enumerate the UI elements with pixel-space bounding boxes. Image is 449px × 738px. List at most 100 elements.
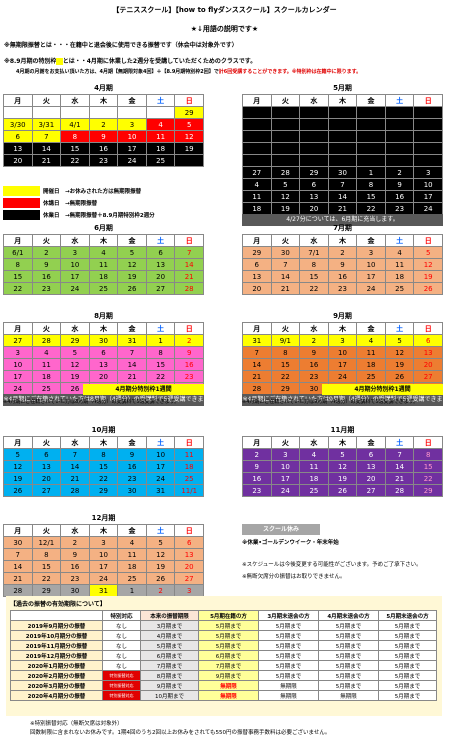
day-cell: 7 [3, 548, 33, 561]
day-cell: 27 [145, 282, 176, 295]
day-cell: 6 [356, 448, 386, 461]
weekday-header: 月 [242, 94, 272, 107]
day-cell: 5 [270, 178, 301, 191]
weekday-header: 火 [270, 94, 301, 107]
day-cell: 31 [145, 484, 176, 497]
day-cell: 19 [117, 270, 147, 283]
day-cell: 6 [242, 258, 272, 271]
day-cell: 6 [413, 334, 443, 347]
day-cell: 7 [31, 130, 62, 143]
day-cell: 2 [299, 334, 329, 347]
day-cell: 8 [3, 258, 33, 271]
day-cell: 16 [299, 358, 329, 371]
day-cell: 7 [60, 448, 90, 461]
table-cell: 5月期まで [378, 690, 437, 701]
day-cell: 30 [60, 584, 90, 597]
day-cell: 3 [327, 334, 358, 347]
day-cell [413, 154, 443, 167]
day-cell: 14 [31, 142, 62, 155]
weekday-header: 水 [60, 94, 90, 107]
table-cell: なし [102, 620, 141, 631]
day-cell: 9 [60, 548, 90, 561]
day-cell: 10 [356, 258, 386, 271]
day-cell: 27 [174, 572, 204, 585]
day-cell: 21 [117, 370, 147, 383]
table-cell: 2020年3月期分の振替 [10, 680, 103, 691]
weekday-header: 水 [60, 524, 90, 537]
table-cell: 5月期まで [318, 670, 379, 681]
table-cell: 5月期まで [318, 640, 379, 651]
day-cell: 16 [60, 560, 90, 573]
schedule-note: ※スケジュールは今後変更する可能性がございます。予めご了承下さい。 [242, 562, 422, 568]
day-cell: 8 [60, 130, 90, 143]
weekday-header: 土 [384, 322, 415, 335]
day-cell: 20 [31, 472, 62, 485]
expiry-title: 【過去の振替の有効期限について】 [10, 601, 106, 608]
day-cell: 14 [270, 270, 301, 283]
day-cell: 20 [356, 472, 386, 485]
day-cell [88, 106, 119, 119]
weekday-header: 土 [145, 322, 176, 335]
table-cell: 10月期まで [140, 690, 199, 701]
calendar-december: 12月期月火水木金土日 30 12/1 2 3 4 5 6 7 8 9 10 11 12 13 14 15 16 1… [3, 512, 204, 597]
table-header: 5月期在籍の方 [198, 610, 259, 621]
day-cell [270, 118, 301, 131]
day-cell: 18 [145, 142, 176, 155]
day-cell: 15 [299, 270, 329, 283]
weekday-header: 月 [3, 94, 33, 107]
calendar-may: 5月期月火水木金土日 27 28 29 30 1 2 3 4 5 6 7 8 9 10 11 12 13 14 15 1… [242, 82, 443, 226]
day-cell: 31 [117, 334, 147, 347]
may-note: 4/27分については、6月期に充当します。 [242, 214, 443, 226]
may-note: ※4月期にご在籍されていた方は9月期（4週分）の受講料で5週受講できます。 [242, 394, 443, 415]
day-cell: 28 [3, 584, 33, 597]
day-cell: 19 [3, 472, 33, 485]
weekday-header: 木 [327, 322, 358, 335]
day-cell: 25 [356, 370, 386, 383]
weekday-header: 日 [413, 436, 443, 449]
yellow-marker [56, 58, 63, 65]
day-cell: 10 [117, 130, 147, 143]
day-cell: 10 [3, 358, 33, 371]
day-cell: 16 [31, 270, 62, 283]
day-cell: 6 [31, 448, 62, 461]
weekday-header: 金 [356, 94, 386, 107]
table-cell: 5月期まで [318, 620, 379, 631]
day-cell [384, 154, 415, 167]
day-cell: 13 [3, 142, 33, 155]
day-cell: 18 [31, 370, 62, 383]
day-cell: 14 [242, 358, 272, 371]
day-cell: 24 [327, 370, 358, 383]
calendar-title: 9月期 [333, 312, 352, 320]
weekday-header: 月 [3, 234, 33, 247]
day-cell: 21 [270, 282, 301, 295]
table-cell: 5月期まで [140, 640, 199, 651]
day-cell: 4 [242, 178, 272, 191]
day-cell: 30 [3, 536, 33, 549]
day-cell: 16 [242, 472, 272, 485]
weekday-header: 木 [88, 524, 119, 537]
day-cell: 26 [145, 572, 176, 585]
weekday-header: 水 [299, 322, 329, 335]
day-cell: 9 [31, 258, 62, 271]
table-cell: 2020年1月期分の振替 [10, 660, 103, 671]
day-cell: 15 [3, 270, 33, 283]
day-cell: 3/31 [31, 118, 62, 131]
day-cell: 30 [270, 246, 301, 259]
day-cell: 29 [88, 484, 119, 497]
day-cell: 16 [327, 270, 358, 283]
day-cell: 13 [242, 270, 272, 283]
table-cell: 5月期まで [198, 620, 259, 631]
day-cell: 13 [88, 358, 119, 371]
day-cell [270, 142, 301, 155]
weekday-header: 火 [31, 94, 62, 107]
weekday-header: 月 [3, 322, 33, 335]
table-cell: なし [102, 660, 141, 671]
day-cell: 17 [413, 190, 443, 203]
table-cell: 5月期まで [378, 680, 437, 691]
day-cell: 17 [145, 460, 176, 473]
day-cell: 10 [413, 178, 443, 191]
weekday-header: 金 [356, 234, 386, 247]
day-cell: 28 [270, 166, 301, 179]
day-cell: 10 [145, 448, 176, 461]
day-cell: 20 [174, 560, 204, 573]
